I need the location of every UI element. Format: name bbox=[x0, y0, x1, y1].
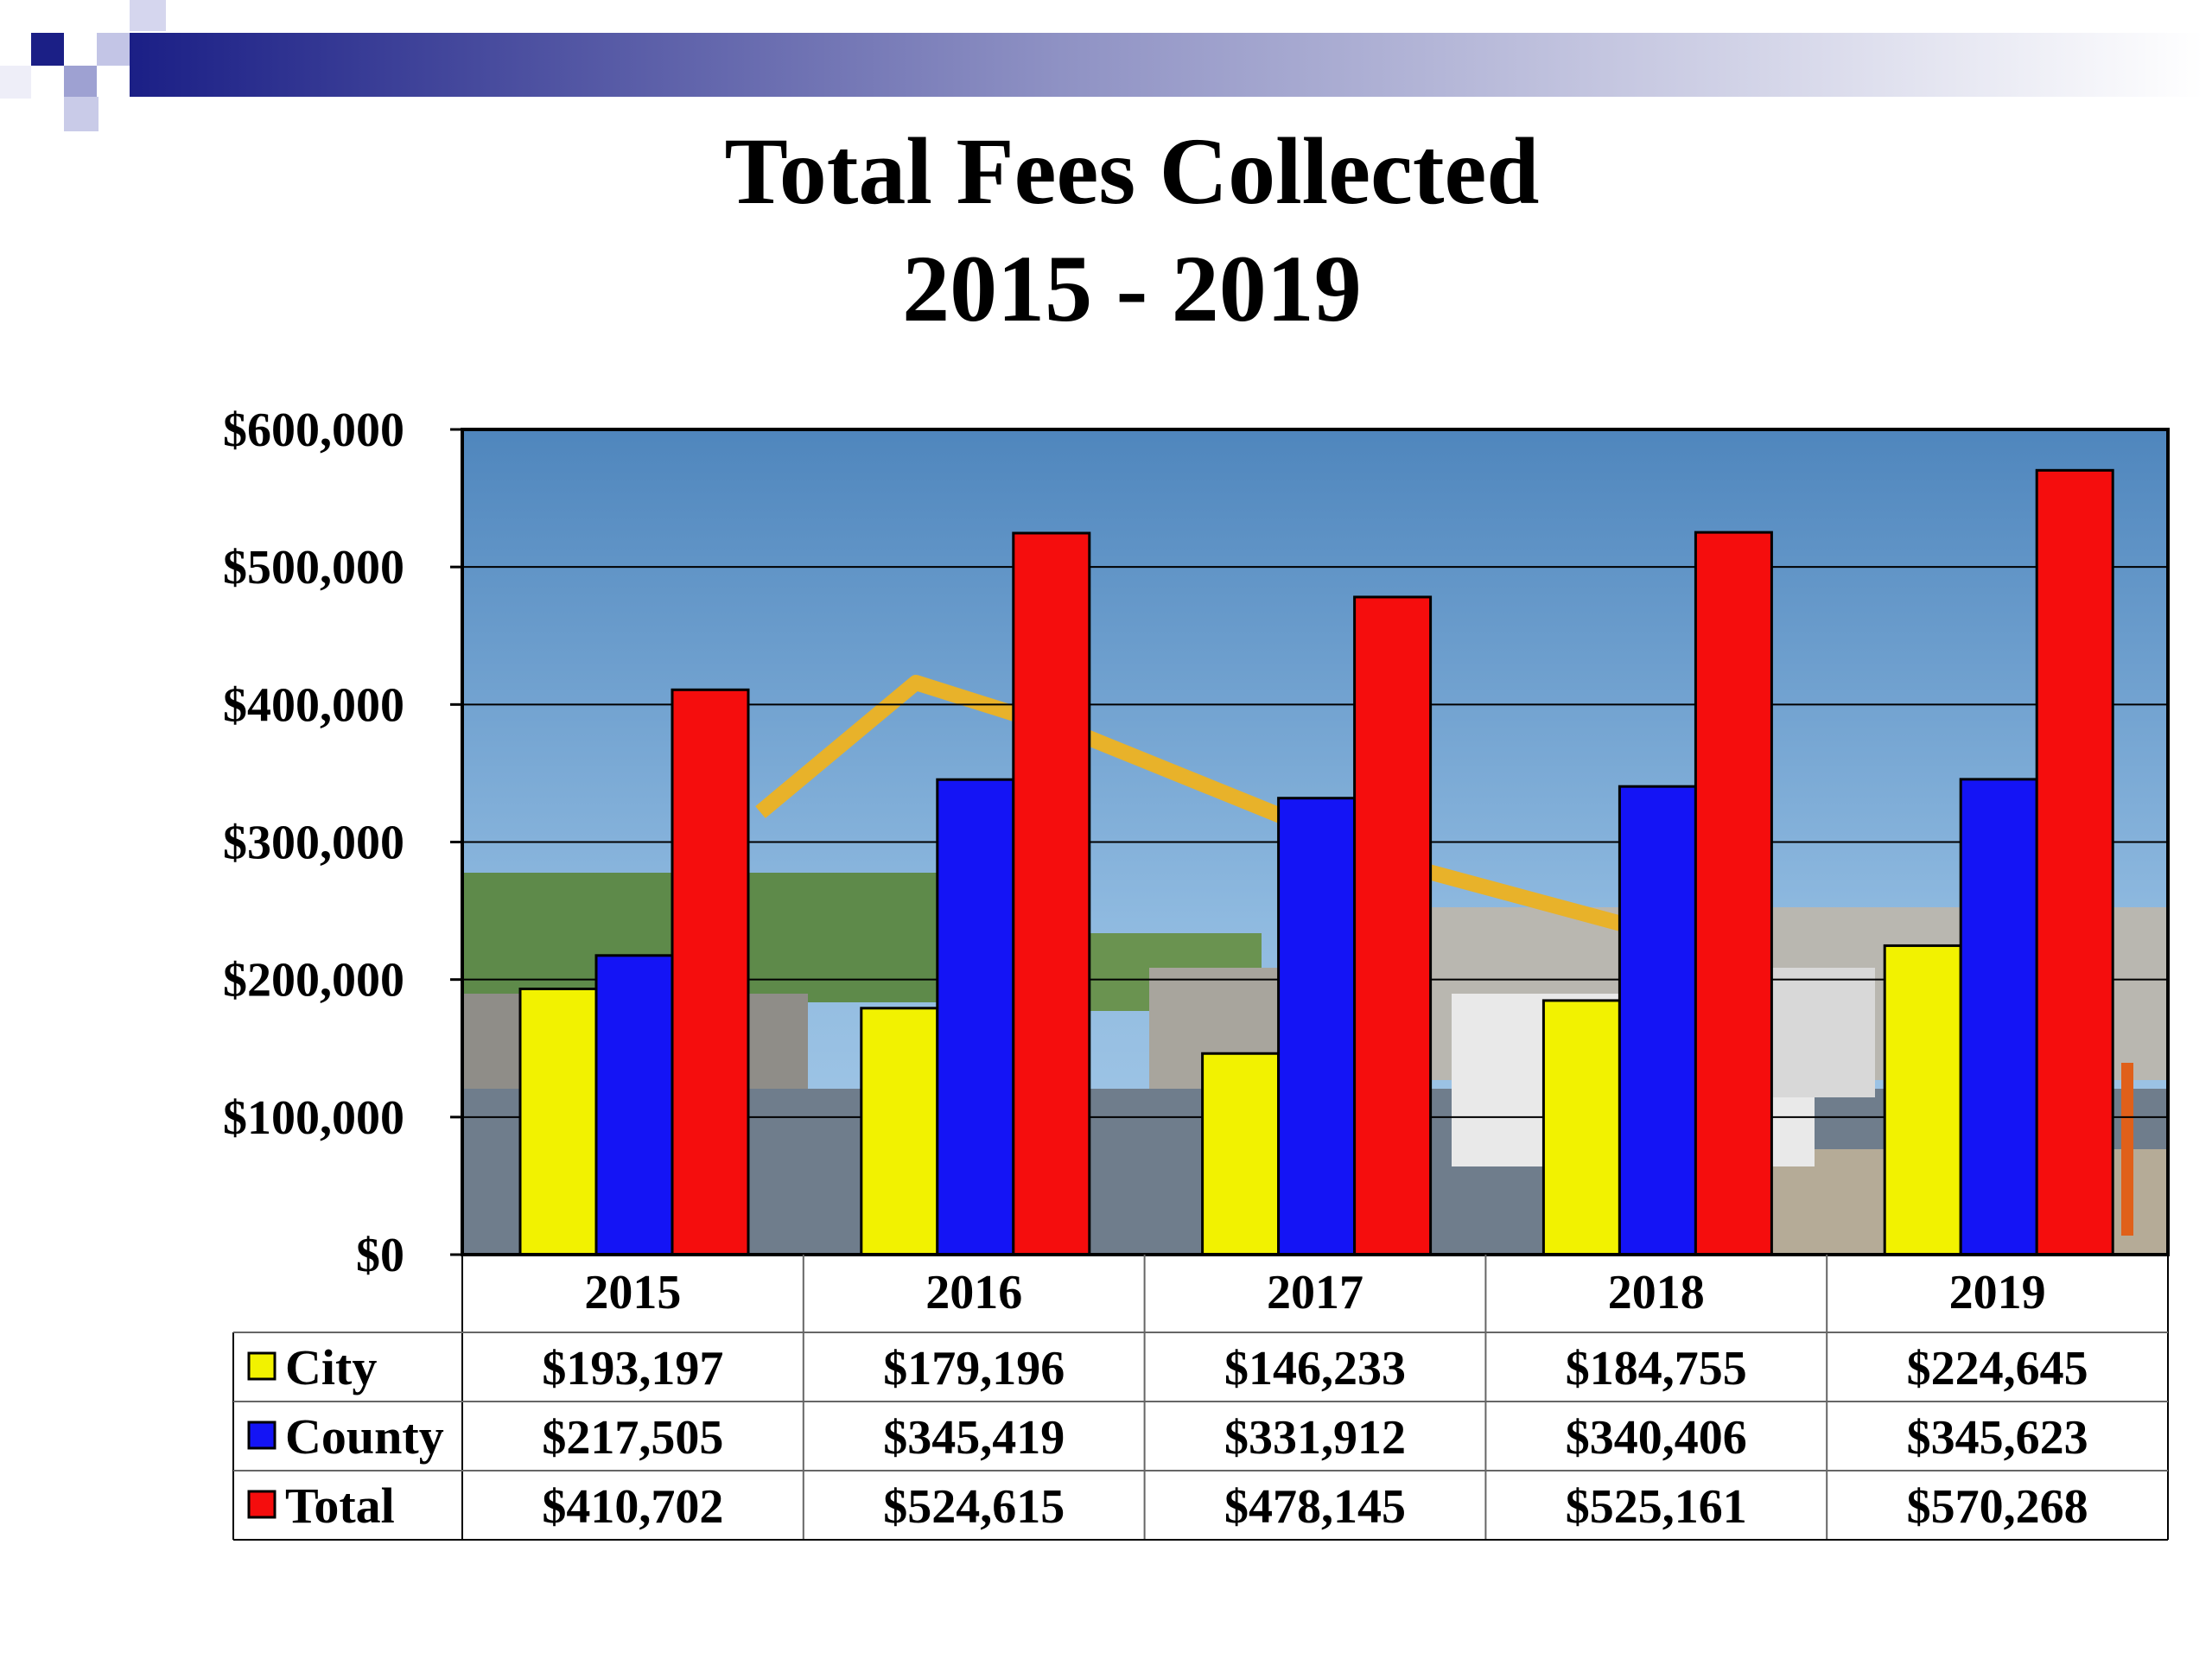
plot-frame bbox=[461, 428, 2170, 1256]
y-tick-label: $500,000 bbox=[223, 541, 404, 594]
bar-county-2017 bbox=[1277, 797, 1357, 1256]
bar-total-2019 bbox=[2035, 468, 2114, 1256]
bar-total-2017 bbox=[1353, 595, 1433, 1256]
bar-county-2016 bbox=[936, 778, 1015, 1256]
deco-square bbox=[64, 66, 97, 99]
table-value-total-2019: $570,268 bbox=[1907, 1480, 2088, 1534]
deco-square bbox=[64, 97, 99, 131]
table-value-total-2016: $524,615 bbox=[883, 1480, 1065, 1534]
x-category-label: 2015 bbox=[584, 1266, 681, 1319]
table-value-total-2017: $478,145 bbox=[1224, 1480, 1406, 1534]
table-value-county-2015: $217,505 bbox=[542, 1411, 723, 1465]
table-value-city-2016: $179,196 bbox=[883, 1342, 1065, 1395]
y-tick-label: $0 bbox=[356, 1229, 404, 1282]
bar-total-2016 bbox=[1012, 531, 1091, 1256]
table-value-county-2017: $331,912 bbox=[1224, 1411, 1406, 1465]
legend-swatch-county bbox=[247, 1421, 276, 1450]
legend-swatch-city bbox=[247, 1351, 276, 1381]
deco-square bbox=[0, 0, 31, 31]
title-line-1: Total Fees Collected bbox=[724, 118, 1540, 224]
bar-city-2018 bbox=[1541, 999, 1621, 1256]
slide-header-decoration bbox=[0, 0, 2203, 131]
deco-square bbox=[130, 0, 166, 31]
table-value-total-2015: $410,702 bbox=[542, 1480, 723, 1534]
legend-label-county: County bbox=[285, 1408, 444, 1465]
y-axis-tick-labels: $0 $100,000 $200,000 $300,000 $400,000 $500,0… bbox=[223, 404, 404, 1282]
y-tick-label: $400,000 bbox=[223, 678, 404, 732]
table-value-county-2018: $340,406 bbox=[1566, 1411, 1747, 1465]
bar-county-2019 bbox=[1959, 778, 2038, 1256]
bar-total-2018 bbox=[1694, 531, 1773, 1256]
bar-series bbox=[518, 468, 2114, 1256]
header-gradient-band bbox=[130, 33, 2203, 97]
table-value-total-2018: $525,161 bbox=[1566, 1480, 1747, 1534]
bar-city-2015 bbox=[518, 987, 598, 1256]
x-category-label: 2016 bbox=[925, 1266, 1022, 1319]
y-tick-label: $600,000 bbox=[223, 404, 404, 457]
deco-square bbox=[97, 33, 130, 66]
table-value-city-2017: $146,233 bbox=[1224, 1342, 1406, 1395]
y-tick-label: $300,000 bbox=[223, 817, 404, 870]
x-category-label: 2017 bbox=[1267, 1266, 1363, 1319]
bar-county-2015 bbox=[594, 954, 674, 1256]
y-tick-label: $100,000 bbox=[223, 1091, 404, 1145]
deco-square bbox=[0, 66, 31, 99]
legend-label-total: Total bbox=[285, 1478, 395, 1534]
title-line-2: 2015 - 2019 bbox=[902, 236, 1362, 341]
table-value-city-2018: $184,755 bbox=[1566, 1342, 1747, 1395]
x-category-label: 2018 bbox=[1608, 1266, 1705, 1319]
legend-label-city: City bbox=[285, 1339, 377, 1395]
orange-post bbox=[2121, 1063, 2133, 1236]
table-value-county-2016: $345,419 bbox=[883, 1411, 1065, 1465]
table-value-city-2019: $224,645 bbox=[1907, 1342, 2088, 1395]
x-category-label: 2019 bbox=[1949, 1266, 2046, 1319]
table-value-city-2015: $193,197 bbox=[542, 1342, 723, 1395]
bar-city-2016 bbox=[860, 1007, 939, 1256]
data-table: 2015 2016 2017 2018 2019 City $193,197 $179,196… bbox=[232, 1255, 2169, 1541]
mixer-drum bbox=[1771, 968, 1875, 1097]
legend-swatch-total bbox=[247, 1490, 276, 1519]
deco-square bbox=[31, 33, 64, 66]
bar-county-2018 bbox=[1618, 785, 1697, 1256]
bar-city-2019 bbox=[1883, 944, 1962, 1256]
table-value-county-2019: $345,623 bbox=[1907, 1411, 2088, 1465]
slide-title: Total Fees Collected 2015 - 2019 bbox=[0, 112, 2212, 347]
deco-square bbox=[97, 66, 130, 97]
y-tick-label: $200,000 bbox=[223, 954, 404, 1007]
bar-total-2015 bbox=[671, 688, 750, 1256]
bar-city-2017 bbox=[1201, 1052, 1281, 1256]
